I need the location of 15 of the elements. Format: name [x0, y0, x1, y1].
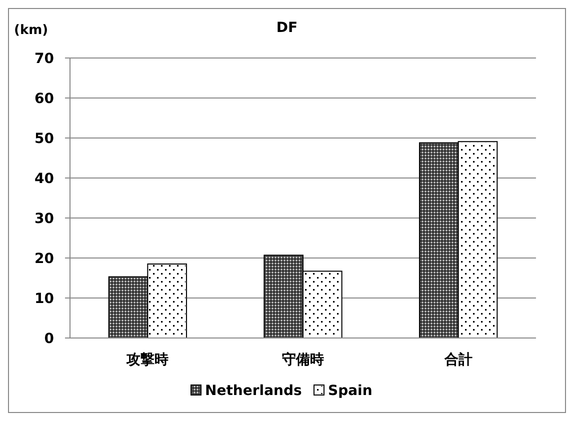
legend-label: Spain: [328, 383, 372, 399]
y-tick-label: 30: [34, 210, 54, 227]
legend-label: Netherlands: [205, 383, 302, 399]
y-tick-label: 20: [34, 250, 54, 267]
x-tick-label: 攻撃時: [126, 352, 169, 368]
x-tick-label: 合計: [443, 352, 472, 368]
x-tick-label: 守備時: [282, 351, 324, 368]
chart-title: DF: [276, 20, 298, 36]
y-axis-title: (km): [14, 23, 48, 38]
y-tick-label: 60: [34, 90, 54, 107]
y-tick-label: 40: [34, 170, 54, 187]
y-tick-label: 50: [34, 130, 54, 147]
y-tick-label: 10: [34, 290, 54, 307]
y-tick-label: 70: [34, 50, 54, 67]
y-tick-label: 0: [44, 330, 54, 347]
